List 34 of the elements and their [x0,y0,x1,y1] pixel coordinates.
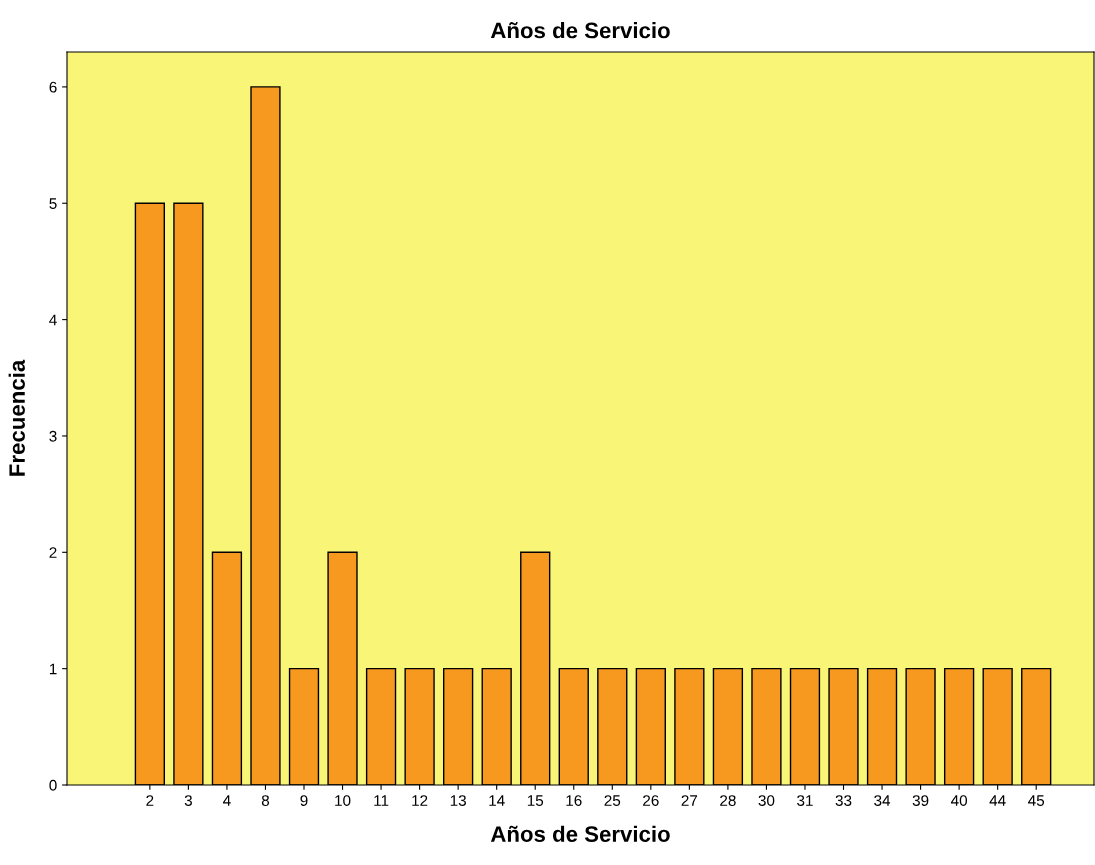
x-tick-label: 15 [527,795,544,806]
x-tick-label: 3 [184,795,192,806]
y-axis-title: Frecuencia [8,359,25,476]
y-tick-label: 4 [49,314,57,326]
x-tick-label: 13 [450,795,466,806]
x-tick-label: 39 [912,795,929,806]
x-tick-label: 34 [874,795,891,806]
x-tick-label: 12 [412,795,428,806]
x-tick-label: 4 [223,795,231,806]
x-tick-label: 44 [989,795,1006,806]
y-tick-label: 1 [49,663,57,675]
x-tick-label: 26 [643,795,659,806]
x-tick-label: 8 [261,795,270,806]
x-tick-label: 31 [797,795,813,806]
x-tick-label: 11 [374,795,389,806]
x-tick-label: 28 [720,795,736,806]
x-tick-label: 25 [604,795,621,806]
x-tick-label: 27 [681,795,698,806]
x-tick-label: 40 [950,795,968,806]
y-tick-label: 6 [49,81,57,93]
x-tick-label: 2 [146,795,154,806]
chart-title: Años de Servicio [490,22,670,39]
x-axis-title: Años de Servicio [490,825,670,842]
y-tick-label: 3 [49,430,57,442]
y-tick-label: 2 [49,547,57,558]
x-tick-label: 45 [1028,795,1045,806]
y-tick-label: 5 [49,198,57,209]
x-tick-label: 30 [758,795,775,806]
x-tick-label: 9 [300,795,308,806]
y-tick-label: 0 [49,779,57,791]
x-tick-label: 10 [335,795,351,806]
x-tick-label: 14 [489,795,505,806]
x-tick-label: 33 [835,795,852,806]
x-tick-label: 16 [566,795,582,806]
